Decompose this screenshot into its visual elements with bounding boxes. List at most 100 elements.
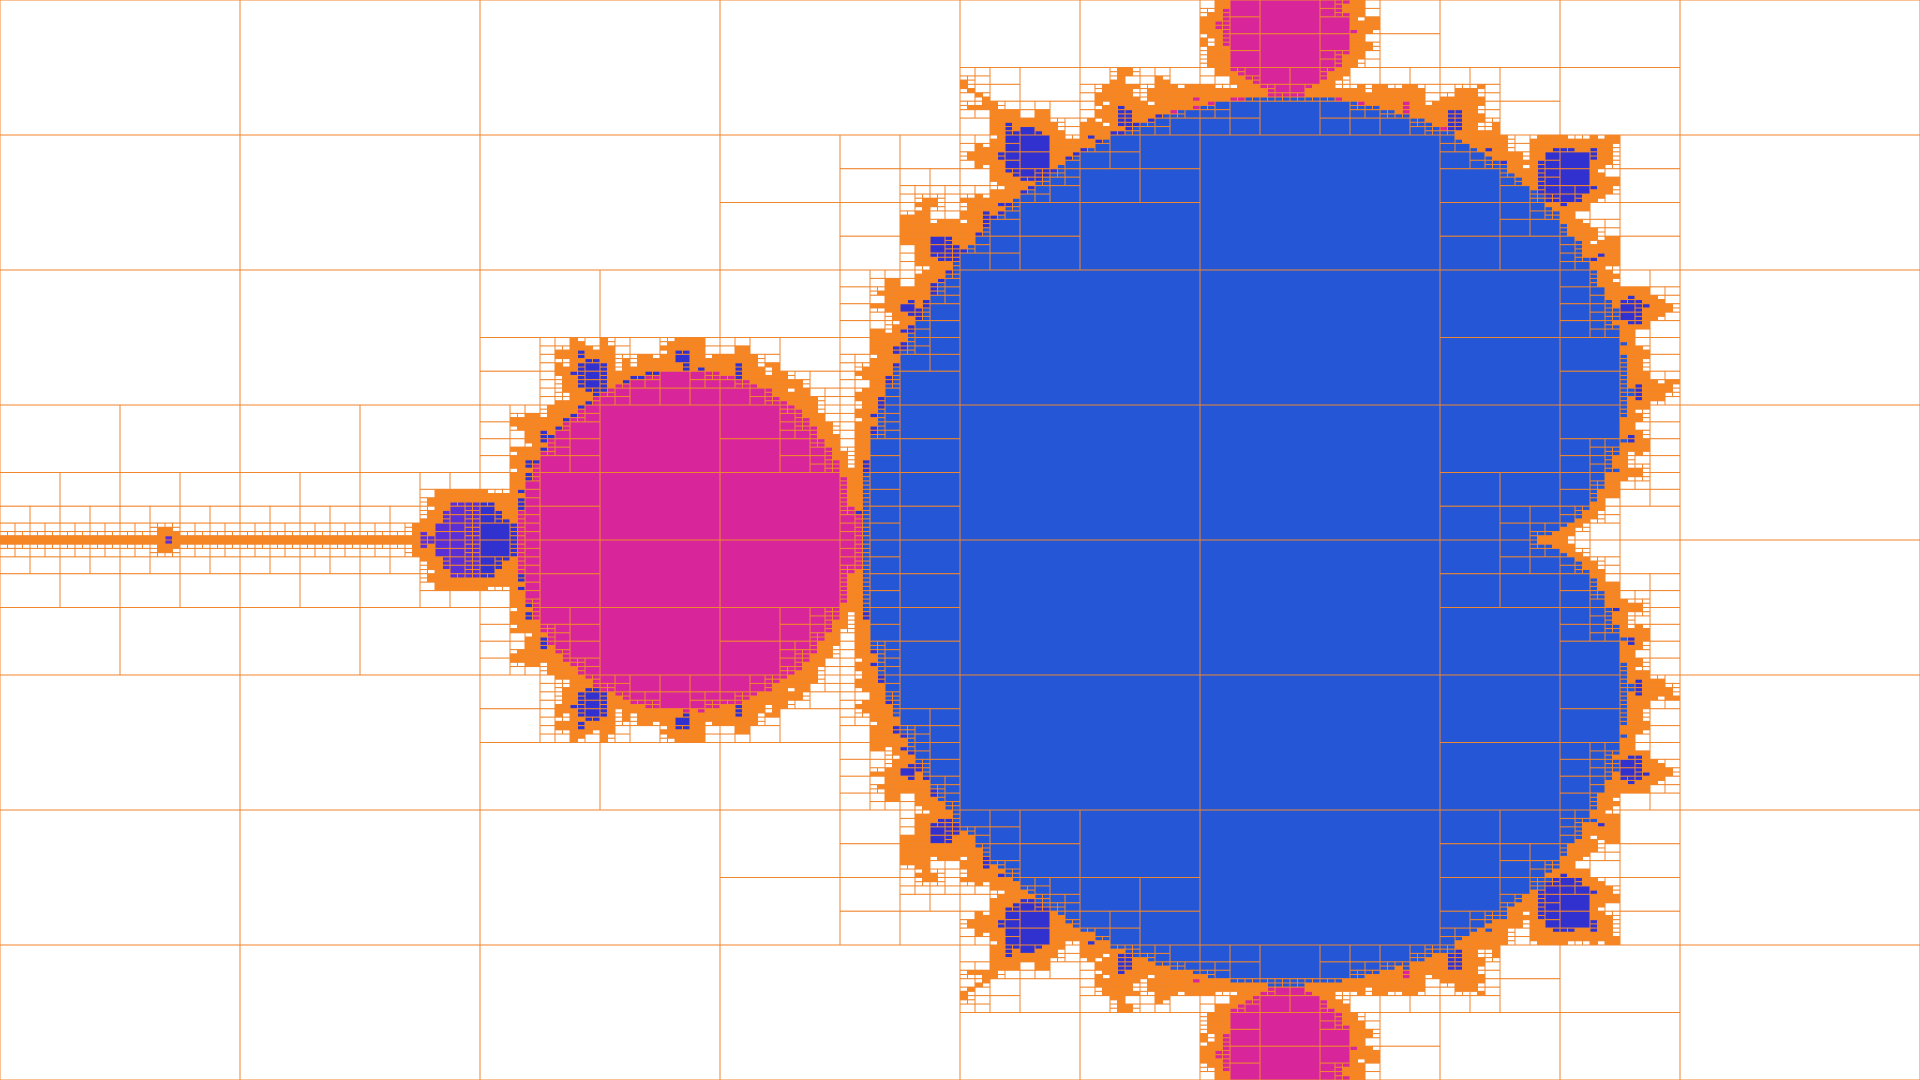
quadtree-cell	[817, 657, 826, 663]
quadtree-cell	[67, 535, 76, 541]
quadtree-cell	[674, 337, 683, 343]
quadtree-cell	[884, 801, 901, 811]
quadtree-cell	[1109, 67, 1118, 73]
quadtree-cell	[299, 539, 308, 545]
quadtree-cell	[892, 307, 901, 313]
quadtree-cell	[854, 442, 863, 448]
quadtree-cell	[1064, 117, 1081, 128]
quadtree-cell	[1619, 328, 1628, 334]
quadtree-cell	[989, 969, 998, 976]
quadtree-cell	[794, 687, 803, 693]
quadtree-cell	[869, 391, 878, 398]
quadtree-cell	[1612, 256, 1621, 263]
quadtree-cell	[1237, 71, 1246, 77]
quadtree-cell	[509, 459, 518, 465]
quadtree-cell	[862, 535, 871, 541]
quadtree-cell	[1147, 109, 1156, 115]
quadtree-cell	[899, 324, 908, 330]
quadtree-cell	[569, 607, 601, 625]
quadtree-cell	[839, 404, 856, 414]
quadtree-cell	[1642, 383, 1651, 389]
quadtree-cell	[839, 505, 848, 511]
quadtree-cell	[1627, 455, 1636, 461]
quadtree-cell	[59, 543, 68, 549]
quadtree-cell	[1642, 720, 1651, 727]
quadtree-cell	[1199, 62, 1208, 68]
quadtree-cell	[854, 687, 863, 693]
quadtree-cell	[577, 695, 586, 701]
quadtree-cell	[1672, 767, 1681, 773]
quadtree-cell	[1379, 67, 1411, 85]
quadtree-cell	[494, 564, 503, 571]
quadtree-cell	[1627, 644, 1636, 651]
quadtree-cell	[1552, 197, 1561, 203]
quadtree-cell	[1634, 682, 1643, 689]
quadtree-cell	[1222, 58, 1231, 64]
quadtree-cell	[734, 704, 743, 710]
quadtree-cell	[1439, 96, 1448, 102]
quadtree-cell	[524, 450, 533, 457]
quadtree-cell	[1109, 109, 1118, 115]
quadtree-cell	[517, 509, 526, 516]
quadtree-cell	[1184, 88, 1193, 94]
quadtree-cell	[749, 712, 758, 718]
quadtree-cell	[524, 598, 533, 604]
quadtree-cell	[1634, 750, 1643, 756]
quadtree-cell	[899, 708, 931, 727]
quadtree-cell	[1042, 957, 1051, 963]
quadtree-cell	[569, 640, 601, 659]
quadtree-cell	[1012, 893, 1021, 900]
quadtree-cell	[907, 763, 916, 769]
quadtree-cell	[974, 185, 991, 195]
quadtree-cell	[584, 733, 601, 743]
quadtree-cell	[1049, 168, 1058, 174]
quadtree-cell	[839, 362, 856, 372]
quadtree-cell	[854, 421, 863, 427]
quadtree-cell	[1612, 805, 1621, 811]
quadtree-cell	[517, 480, 526, 486]
quadtree-cell	[614, 374, 623, 381]
quadtree-cell	[517, 556, 526, 562]
quadtree-cell	[824, 623, 833, 630]
quadtree-cell	[1627, 396, 1636, 402]
quadtree-cell	[1552, 138, 1561, 144]
quadtree-cell	[1582, 142, 1591, 149]
quadtree-cell	[1357, 0, 1366, 5]
quadtree-cell	[599, 396, 616, 406]
quadtree-cell	[1574, 547, 1583, 554]
quadtree-cell	[922, 286, 931, 292]
quadtree-cell	[854, 459, 863, 465]
quadtree-cell	[884, 303, 893, 309]
quadtree-cell	[1604, 151, 1613, 157]
quadtree-cell	[862, 594, 871, 600]
quadtree-cell	[959, 227, 968, 233]
quadtree-cell	[224, 535, 233, 541]
quadtree-cell	[937, 269, 946, 275]
quadtree-cell	[1649, 640, 1681, 659]
quadtree-cell	[359, 573, 421, 608]
quadtree-cell	[1649, 391, 1658, 398]
quadtree-cell	[1042, 176, 1051, 182]
quadtree-cell	[967, 248, 976, 254]
quadtree-cell	[0, 0, 241, 136]
quadtree-cell	[1334, 7, 1343, 14]
quadtree-cell	[1162, 113, 1171, 119]
quadtree-cell	[907, 784, 916, 790]
quadtree-cell	[622, 370, 631, 376]
quadtree-cell	[974, 860, 983, 866]
quadtree-cell	[1222, 67, 1231, 73]
quadtree-cell	[1199, 88, 1208, 94]
quadtree-cell	[1274, 92, 1283, 98]
quadtree-cell	[629, 691, 646, 701]
quadtree-cell	[757, 720, 766, 727]
quadtree-cell	[509, 518, 518, 524]
quadtree-cell	[929, 197, 938, 203]
quadtree-cell	[532, 455, 541, 461]
quadtree-cell	[1004, 898, 1013, 904]
quadtree-cell	[172, 552, 181, 558]
quadtree-cell	[1064, 126, 1081, 136]
quadtree-cell	[1642, 670, 1651, 676]
quadtree-cell	[1589, 750, 1606, 760]
quadtree-cell	[659, 725, 668, 731]
quadtree-cell	[599, 695, 608, 701]
